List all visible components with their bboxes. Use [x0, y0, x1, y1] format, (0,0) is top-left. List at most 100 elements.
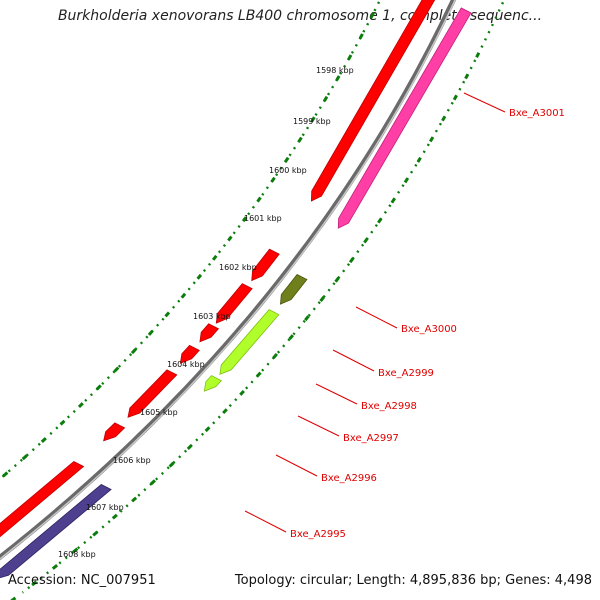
- gene-arrow-red: [179, 344, 200, 364]
- gene-arrow-red: [310, 0, 436, 202]
- gene-label-bxe-a3001: Bxe_A3001: [509, 108, 565, 119]
- scale-tick-mark: [59, 419, 66, 426]
- gene-arrow-bxe-a3001: [337, 7, 472, 229]
- gene-label-leader: [332, 349, 375, 372]
- gene-label-bxe-a2995: Bxe_A2995: [290, 529, 346, 540]
- scale-tick-label: 1602 kbp: [219, 263, 257, 272]
- inner-tick-mark: [464, 73, 470, 80]
- scale-tick-label: 1605 kbp: [140, 408, 178, 417]
- inner-tick-mark: [403, 177, 410, 184]
- gene-label-leader: [297, 415, 340, 437]
- gene-label-bxe-a2999: Bxe_A2999: [378, 368, 434, 379]
- gene-arrow-purple: [0, 484, 112, 579]
- scale-tick-mark: [21, 454, 28, 461]
- inner-tick-mark: [272, 352, 278, 359]
- scale-tick-label: 1604 kbp: [167, 360, 205, 369]
- scale-tick-mark: [95, 384, 102, 391]
- inner-tick-mark: [452, 94, 458, 101]
- inner-tick-mark: [377, 217, 383, 224]
- gene-arrow-red: [199, 323, 220, 343]
- label-layer: 1598 kbp 1599 kbp 1600 kbp 1601 kbp 1602 kbp…: [58, 66, 565, 559]
- scale-tick-mark: [284, 156, 290, 163]
- gene-label-leader: [244, 510, 287, 533]
- inner-tick-mark: [51, 564, 59, 570]
- scale-tick-mark: [297, 136, 303, 143]
- scale-tick-label: 1608 kbp: [58, 550, 96, 559]
- scale-tick-mark: [227, 235, 233, 242]
- scale-tick-mark: [256, 196, 262, 203]
- inner-tick-mark: [319, 296, 325, 302]
- inner-tick-mark: [150, 479, 156, 486]
- scale-tick-label: 1599 kbp: [293, 117, 331, 126]
- gene-arrow-bxe-a2999: [219, 309, 280, 375]
- inner-tick-mark: [111, 513, 118, 520]
- feature-layer: [0, 0, 472, 579]
- outer-scale-ring: [0, 0, 382, 481]
- genome-stats-text: Topology: circular; Length: 4,895,836 bp…: [234, 573, 592, 588]
- inner-tick-mark: [441, 115, 447, 122]
- gene-label-bxe-a2998: Bxe_A2998: [361, 401, 417, 412]
- gene-arrow-bxe-a2997: [203, 375, 222, 392]
- gene-arrow-red: [251, 248, 280, 282]
- inner-tick-mark: [288, 334, 294, 341]
- gene-arrow-red: [0, 461, 85, 538]
- inner-tick-mark: [363, 237, 369, 244]
- scale-tick-label: 1600 kbp: [269, 166, 307, 175]
- inner-tick-mark: [239, 389, 245, 396]
- scale-tick-mark: [369, 12, 375, 18]
- inner-tick-mark: [348, 257, 355, 264]
- inner-tick-mark: [186, 444, 193, 450]
- inner-tick-mark: [72, 547, 79, 554]
- gene-label-bxe-a2997: Bxe_A2997: [343, 433, 399, 444]
- inner-tick-mark: [475, 52, 481, 58]
- scale-tick-label: 1606 kbp: [113, 456, 151, 465]
- scale-tick-mark: [113, 366, 120, 373]
- inner-tick-mark: [255, 371, 262, 378]
- scale-tick-mark: [270, 176, 276, 183]
- scale-tick-mark: [241, 216, 248, 223]
- gene-label-bxe-a2996: Bxe_A2996: [321, 473, 377, 484]
- scale-tick-mark: [310, 116, 316, 123]
- inner-tick-mark: [92, 530, 99, 537]
- scale-tick-mark: [2, 471, 9, 478]
- accession-text: Accession: NC_007951: [8, 573, 156, 588]
- scale-tick-mark: [180, 292, 187, 299]
- scale-tick-mark: [358, 33, 364, 40]
- scale-tick-mark: [335, 75, 341, 82]
- gene-label-leader: [315, 383, 358, 405]
- scale-tick-mark: [323, 95, 329, 102]
- scale-tick-label: 1607 kbp: [86, 503, 124, 512]
- backbone-highlight: [0, 0, 456, 560]
- inner-tick-mark: [222, 408, 228, 415]
- scale-tick-mark: [196, 273, 203, 280]
- gene-label-leader: [463, 92, 506, 113]
- inner-tick-mark: [31, 580, 38, 587]
- scale-tick-mark: [211, 254, 218, 261]
- scale-tick-mark: [77, 402, 84, 409]
- scale-tick-label: 1601 kbp: [244, 214, 282, 223]
- backbone-ring: [0, 0, 457, 561]
- inner-tick-mark: [204, 426, 211, 433]
- inner-tick-mark: [168, 461, 175, 468]
- gene-arrow-bxe-a3000: [279, 273, 308, 305]
- inner-tick-mark: [390, 197, 396, 204]
- gene-arrow-bxe-a2995: [103, 422, 126, 442]
- scale-tick-mark: [164, 311, 171, 318]
- scale-tick-mark: [347, 54, 353, 61]
- scale-tick-mark: [147, 329, 154, 336]
- inner-tick-mark: [131, 496, 138, 503]
- inner-tick-mark: [334, 276, 340, 283]
- gene-label-bxe-a3000: Bxe_A3000: [401, 324, 457, 335]
- inner-tick-mark: [429, 136, 435, 143]
- inner-tick-mark: [304, 315, 310, 322]
- gene-arrow-red: [215, 283, 253, 324]
- scale-tick-mark: [40, 437, 47, 443]
- scale-tick-label: 1598 kbp: [316, 66, 354, 75]
- scale-tick-label: 1603 kbp: [193, 312, 231, 321]
- gene-label-leader: [355, 306, 398, 329]
- ring-layer: [0, 0, 506, 600]
- inner-tick-mark: [416, 156, 422, 163]
- scale-tick-mark: [130, 348, 137, 355]
- gene-label-leader: [275, 454, 318, 477]
